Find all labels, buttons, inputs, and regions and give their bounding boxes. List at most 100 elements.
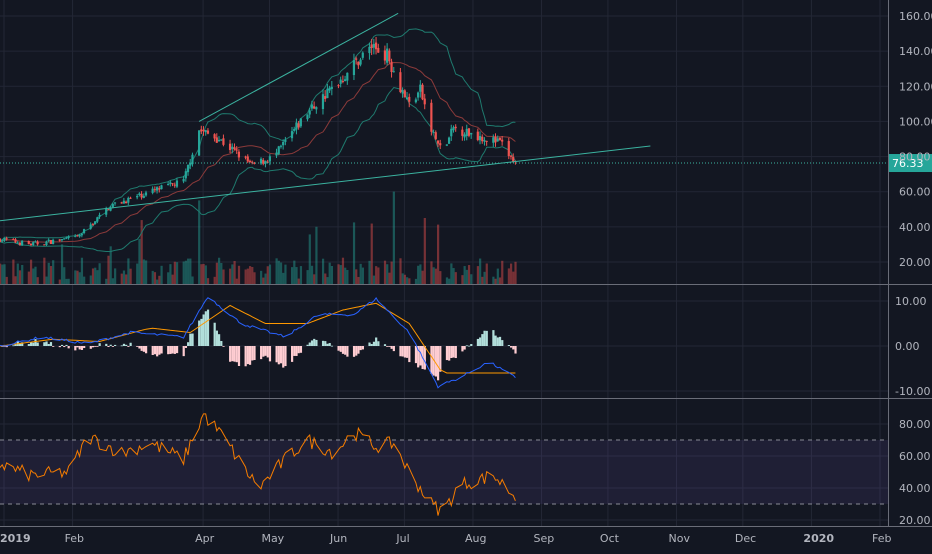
volume-bar: [485, 263, 488, 284]
candle-body: [419, 84, 422, 92]
volume-bar: [233, 261, 236, 284]
candle-body: [414, 99, 417, 103]
macd-histogram-bar: [202, 314, 205, 346]
macd-histogram-bar: [231, 346, 234, 362]
volume-bar: [156, 279, 159, 284]
volume-bar: [215, 262, 218, 284]
candle-body: [153, 189, 156, 191]
candle-body: [76, 235, 79, 237]
time-tick-label: May: [261, 532, 284, 545]
trend-lines: [0, 12, 651, 222]
time-tick-label: Feb: [65, 532, 84, 545]
candles: [0, 36, 517, 247]
volume-bar: [213, 276, 216, 284]
candle-body: [127, 197, 130, 203]
macd-histogram-bar: [291, 346, 294, 362]
volume-bar: [191, 276, 194, 284]
macd-histogram-bar: [206, 309, 210, 346]
macd-histogram-bar: [417, 346, 420, 368]
macd-histogram-bar: [160, 346, 163, 354]
volume-bar: [60, 244, 64, 284]
macd-histogram-bar: [452, 346, 455, 358]
macd-histogram-bar: [67, 346, 70, 349]
candle-body: [447, 137, 451, 144]
volume-bar: [492, 276, 495, 284]
macd-histogram-bar: [12, 345, 15, 347]
candle-body: [202, 129, 205, 132]
macd-histogram-bar: [268, 346, 272, 362]
macd-histogram-bar: [233, 346, 236, 362]
macd-histogram-bar: [83, 346, 86, 349]
macd-histogram-bar: [437, 346, 440, 381]
volume-bar: [465, 269, 468, 284]
volume-bar: [448, 278, 451, 284]
candle-body: [370, 44, 373, 49]
macd-histogram-bar: [127, 346, 130, 347]
volume-bar: [344, 267, 347, 284]
macd-histogram-bar: [330, 345, 334, 347]
volume-bar: [169, 264, 172, 284]
volume-bar: [399, 258, 402, 284]
macd-histogram-bar: [498, 336, 502, 346]
candle-body: [186, 164, 190, 173]
volume-bar: [293, 260, 296, 284]
candle-body: [357, 61, 360, 66]
volume-bar: [439, 271, 442, 284]
candle-body: [222, 138, 225, 145]
volume-bar: [36, 277, 39, 284]
volume-bar: [175, 262, 179, 284]
candle-body: [293, 128, 296, 131]
candle-body: [501, 139, 504, 142]
candle-body: [206, 130, 210, 134]
macd-histogram-bar: [120, 345, 123, 347]
macd-histogram-bar: [368, 342, 371, 346]
candle-body: [386, 48, 389, 63]
macd-tick-label: 0.00: [895, 340, 920, 353]
volume-bar: [346, 270, 349, 284]
volume-bar: [111, 278, 115, 284]
volume-bar: [279, 262, 283, 284]
candle-body: [341, 80, 344, 82]
candle-body: [0, 238, 2, 242]
macd-histogram-bar: [357, 346, 360, 354]
volume-bar: [14, 276, 17, 284]
candle-body: [299, 118, 302, 127]
volume-bar: [229, 268, 232, 284]
volume-bar: [419, 264, 422, 284]
macd-histogram-bar: [175, 346, 179, 354]
candle-body: [228, 143, 232, 150]
macd-histogram-bar: [18, 342, 22, 346]
macd-histogram-bar: [481, 334, 484, 346]
macd-histogram-bar: [423, 346, 426, 370]
candle-body: [160, 185, 163, 190]
volume-bar: [173, 261, 176, 284]
volume-bar: [49, 266, 53, 284]
macd-histogram-bar: [512, 346, 515, 350]
candle-body: [122, 200, 125, 204]
volume-bar: [80, 257, 84, 284]
volume-bar: [29, 259, 33, 284]
candle-body: [60, 239, 64, 241]
candle-body: [390, 61, 393, 72]
volume-bar: [450, 263, 453, 284]
volume-bar: [306, 270, 309, 284]
volume-bar: [200, 264, 203, 284]
candle-body: [465, 128, 468, 137]
macd-signal-line: [0, 302, 516, 374]
macd-histogram-bar: [111, 346, 115, 347]
candle-body: [138, 193, 141, 196]
price-tick-label: 40.00: [899, 221, 931, 234]
volume-bar: [187, 258, 190, 284]
time-tick-label: Jul: [395, 532, 409, 545]
candle-body: [401, 89, 404, 94]
candle-body: [91, 224, 95, 226]
macd-histogram-bar: [229, 346, 232, 362]
candle-body: [144, 192, 148, 196]
volume-bar: [45, 276, 48, 284]
rsi-tick-label: 20.00: [899, 514, 931, 527]
volume-bar: [390, 261, 393, 284]
macd-histogram-bar: [448, 346, 451, 361]
volume-bar: [127, 258, 130, 284]
